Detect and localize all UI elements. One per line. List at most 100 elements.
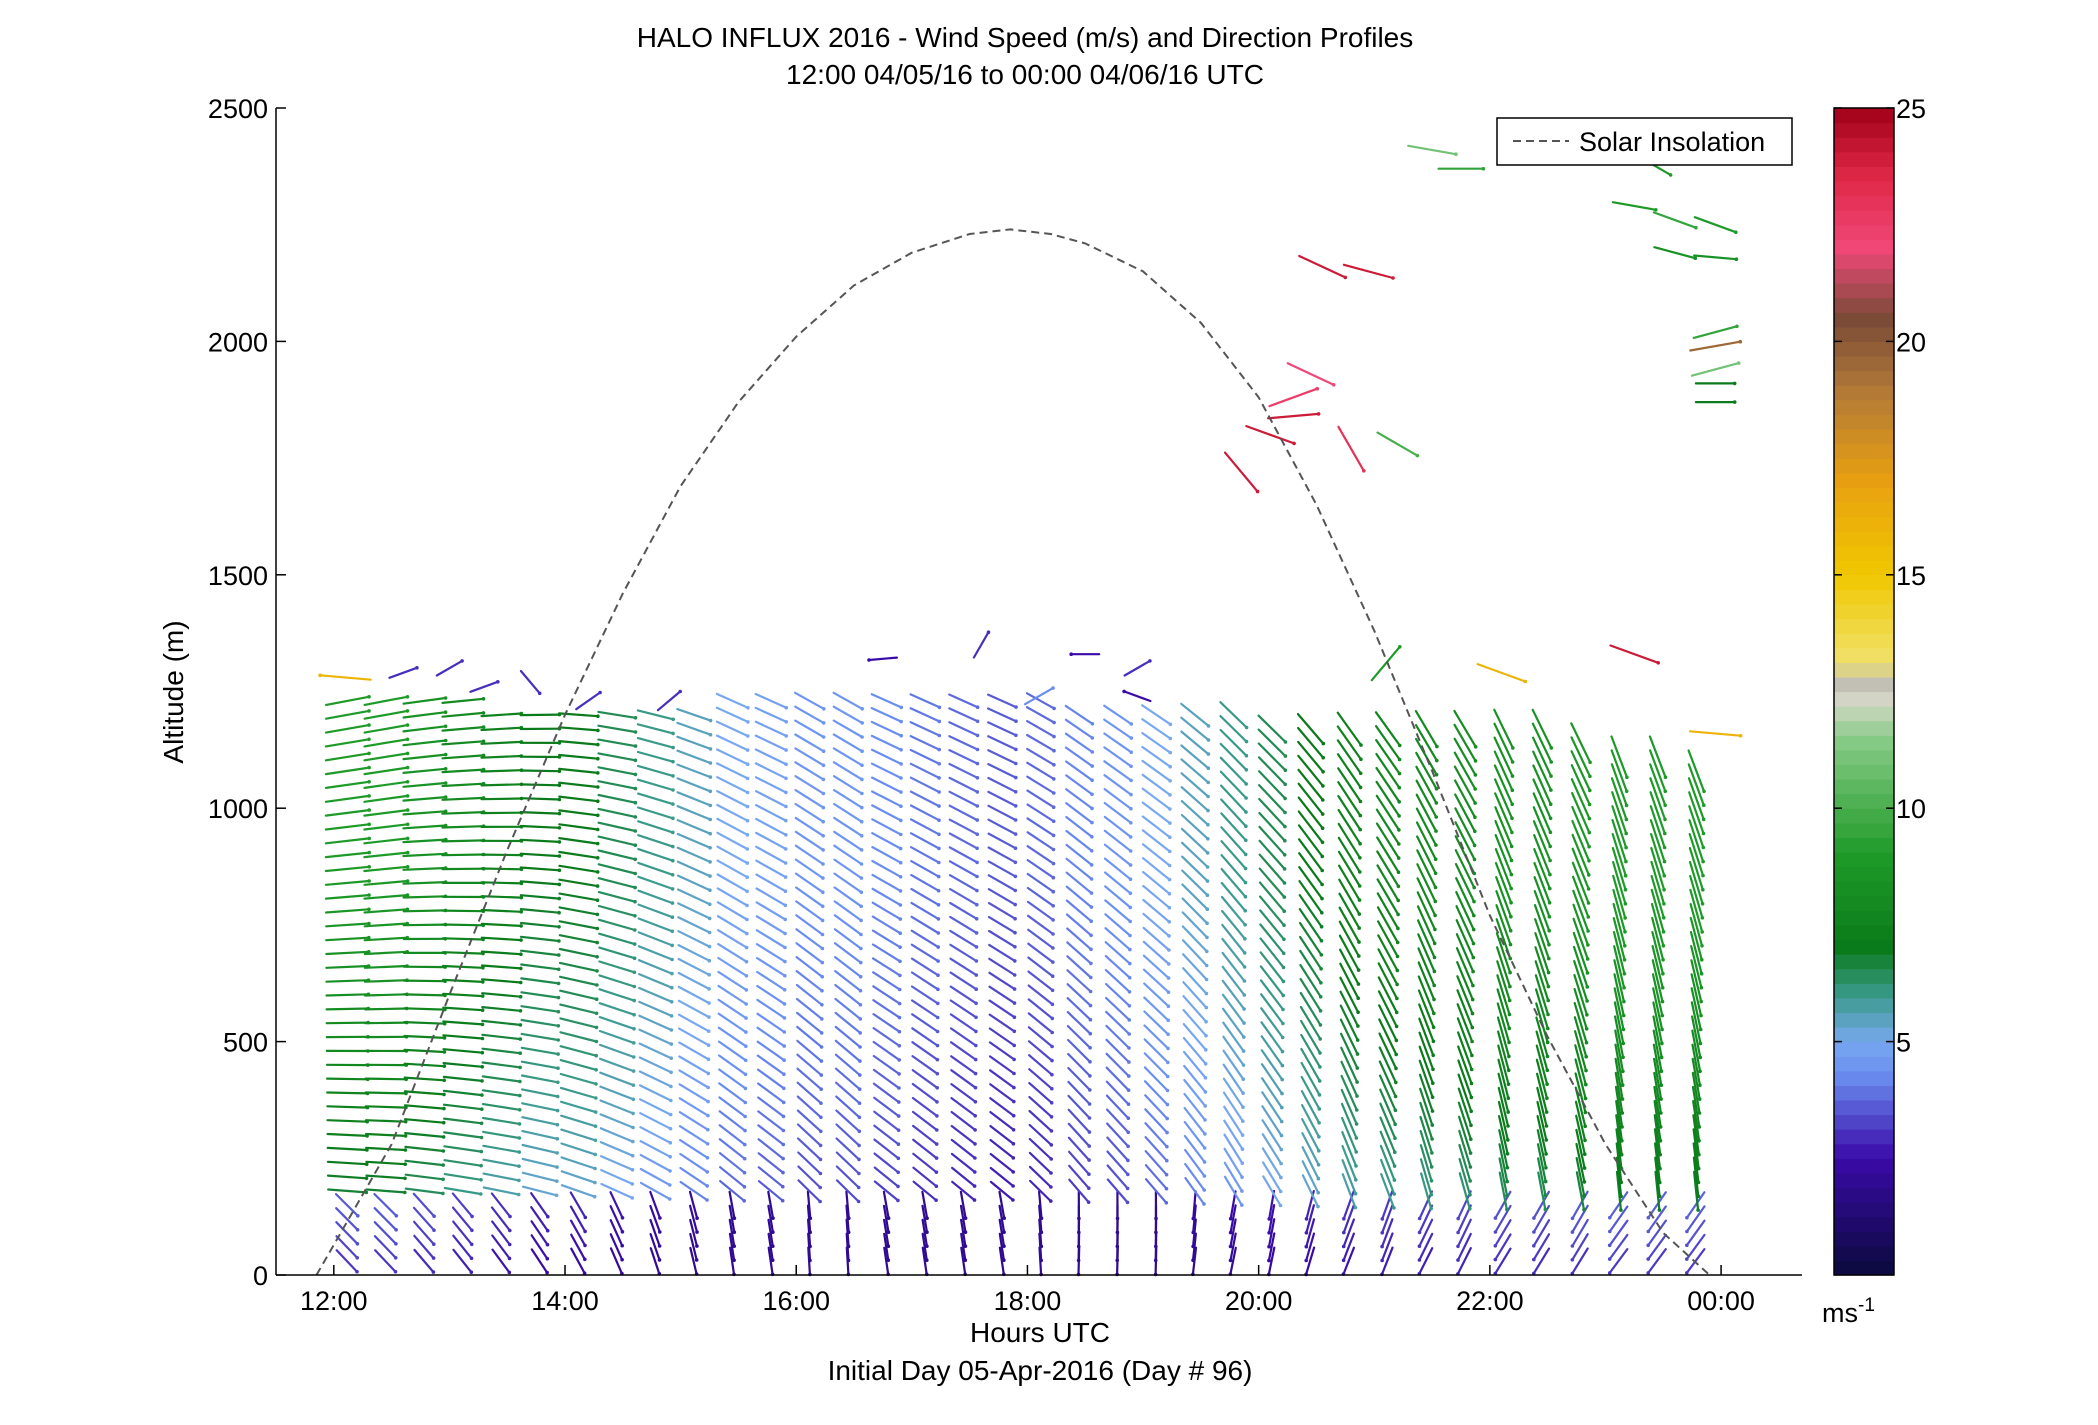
wind-barb-tip [1011,1113,1016,1118]
wind-barb-tip [1395,968,1400,973]
wind-barb-tip [633,829,638,833]
wind-barb-tip [546,1214,550,1219]
wind-barb [910,873,940,892]
wind-barb [677,916,711,934]
wind-barb-tip [1668,173,1673,177]
wind-barb-tip [1471,927,1476,932]
wind-barb [1415,751,1438,790]
wind-barb [403,1007,446,1011]
wind-barb [1222,1063,1245,1095]
wind-barb-tip [1548,830,1553,835]
wind-barb-tip [1358,870,1362,874]
wind-barb [1104,913,1132,937]
wind-barb-tip [1205,935,1209,940]
wind-barb-tip [1282,937,1286,942]
wind-barb [1415,793,1438,833]
solar-insolation-curve [315,228,1711,1276]
wind-barb [1066,941,1093,965]
wind-barb-tip [596,785,600,789]
wind-barb-tip [1508,928,1513,933]
wind-barb [1342,1232,1356,1262]
wind-barb-tip [1505,1193,1509,1198]
wind-barb-tip [1052,706,1056,711]
wind-barb [1615,1099,1624,1142]
wind-barb-tip [1619,1208,1623,1212]
wind-barb [988,943,1016,963]
wind-barb [1688,832,1705,877]
wind-barb-tip [355,1242,360,1246]
wind-barb-tip [1456,1216,1460,1221]
wind-barb-tip [1547,956,1551,961]
wind-barb-tip [620,1257,624,1262]
wind-barb-tip [1168,736,1173,741]
colorbar-band [1834,1202,1894,1218]
wind-barb-tip [1013,804,1018,808]
wind-barb [1532,1247,1551,1275]
wind-barb-tip [1240,1189,1244,1193]
wind-barb-tip [1481,166,1486,171]
wind-barb-tip [1153,1258,1158,1263]
wind-barb-tip [847,1216,851,1221]
wind-barb [1377,990,1398,1028]
wind-barb [519,880,561,886]
wind-barb-tip [886,1258,891,1262]
wind-barb-tip [1543,1179,1548,1184]
wind-barb-tip [1320,896,1324,901]
wind-barb-tip [1049,1171,1053,1175]
wind-barb-tip [925,1258,929,1262]
wind-barb [1457,1045,1473,1085]
wind-barb-tip [1659,1083,1664,1087]
wind-barb [873,1166,900,1188]
wind-barb-tip [1242,1007,1246,1011]
wind-barb [921,1204,929,1234]
wind-barb [1690,1001,1702,1045]
wind-barb [363,993,408,997]
wind-barb-tip [1090,736,1095,740]
wind-barb [1493,750,1514,792]
wind-barb-tip [1469,1081,1474,1086]
wind-barb [530,1234,549,1260]
wind-barb-tip [1342,1217,1346,1221]
wind-barb-tip [744,945,749,950]
wind-barb [1419,1087,1434,1127]
colorbar-tick-label: 20 [1896,327,1926,357]
wind-barb-tip [1393,1108,1398,1113]
wind-barb [795,983,824,1006]
wind-barb [1377,962,1399,1000]
wind-barb-tip [593,1180,597,1185]
wind-barb [1692,1099,1701,1142]
wind-barb-tip [1697,1152,1701,1157]
colorbar-band [1834,560,1894,576]
wind-barb [1533,889,1551,932]
colorbar-band [1834,137,1894,153]
wind-barb-tip [1088,1060,1092,1064]
wind-barb [959,1218,967,1248]
wind-barb-tip [1472,913,1476,918]
wind-barb [870,734,903,751]
wind-barb [1065,788,1094,810]
wind-barb [325,908,370,914]
wind-barb-tip [517,1164,521,1168]
wind-barb-tip [480,1050,485,1055]
wind-barb-tip [899,818,903,823]
wind-barb-tip [935,1114,939,1118]
wind-barb [1183,1120,1206,1150]
wind-barb [718,1124,746,1146]
colorbar-band [1834,414,1894,430]
wind-barb-tip [670,957,674,962]
wind-barb-tip [821,721,826,725]
wind-barb-tip [630,1182,635,1186]
wind-barb [910,915,940,935]
wind-barb [1180,772,1210,798]
wind-barb [1245,425,1296,445]
x-tick-label: 20:00 [1225,1286,1293,1316]
wind-barb-tip [706,1085,710,1090]
wind-barb-tip [1359,743,1363,747]
wind-barb-tip [1014,705,1018,709]
wind-barb-tip [1355,1038,1360,1042]
wind-barb-tip [367,808,372,812]
wind-barb-tip [708,732,713,737]
wind-barb [1375,780,1401,818]
wind-barb [520,1018,560,1027]
wind-barb-tip [820,932,825,937]
